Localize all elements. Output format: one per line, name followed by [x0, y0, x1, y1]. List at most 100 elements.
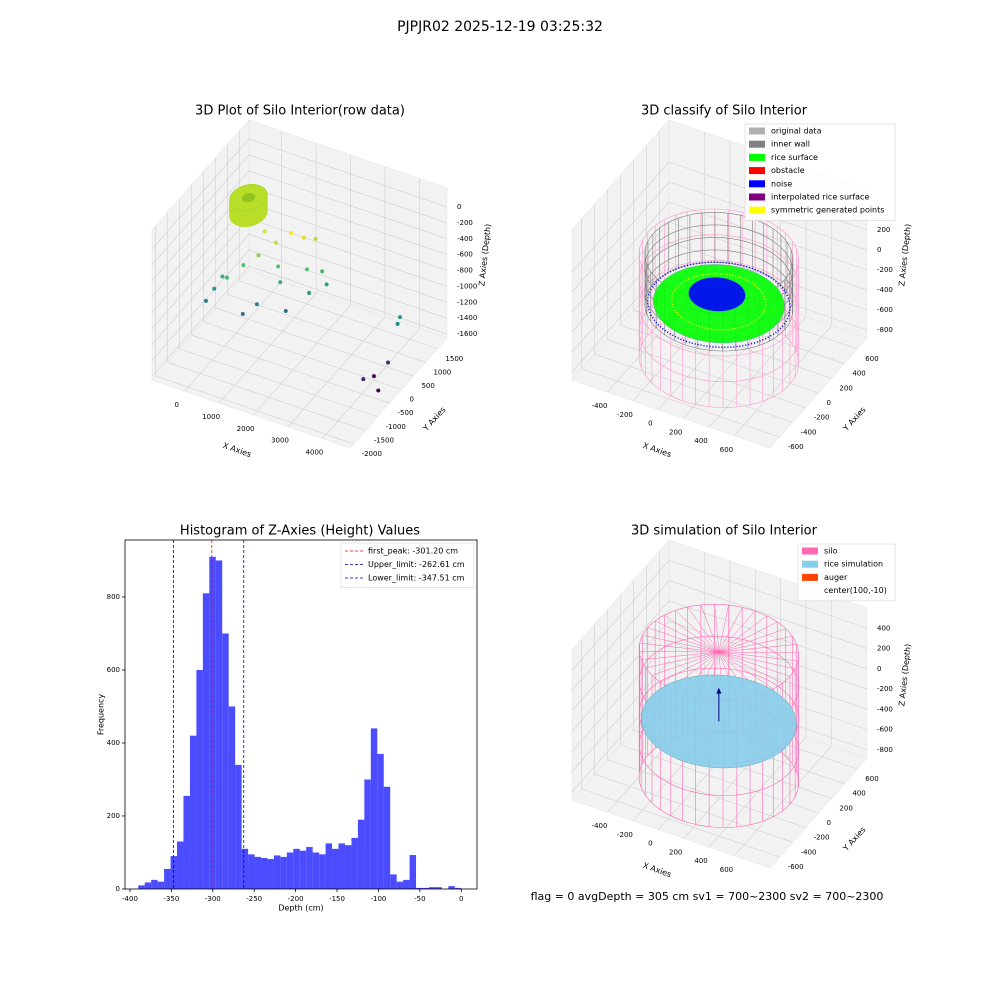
z-tick-label: 400	[877, 624, 890, 632]
grid-line	[151, 234, 250, 345]
z-tick-label: -1600	[457, 330, 477, 338]
x-tick-label: 0	[459, 895, 463, 903]
bar	[144, 882, 152, 889]
grid-line	[227, 294, 426, 363]
y-tick-label: -1500	[374, 436, 394, 444]
legend-label: center(100,-10)	[824, 586, 887, 595]
grid-line	[184, 281, 282, 392]
legend-label: inner wall	[771, 140, 810, 149]
grid-line	[571, 580, 670, 691]
grid-line	[151, 138, 250, 250]
point	[276, 264, 281, 269]
y-tick-label: 1000	[433, 368, 451, 376]
x-tick-label: 200	[669, 428, 682, 436]
point	[376, 388, 381, 393]
x-tick-label: -350	[163, 895, 179, 903]
chart-title: 3D classify of Silo Interior	[641, 104, 808, 119]
grid-line	[668, 641, 868, 710]
grid-line	[151, 249, 250, 361]
cylinder-spoke	[718, 605, 729, 653]
bar	[267, 859, 274, 889]
y-tick-label: 200	[839, 384, 852, 392]
legend-swatch	[749, 167, 765, 175]
y-tick-label: 400	[852, 790, 865, 798]
y-axis-label: Frequency	[97, 694, 106, 736]
cylinder-spoke	[642, 634, 719, 653]
y-tick-label: 400	[852, 370, 865, 378]
bar	[273, 855, 281, 889]
grid-line	[191, 334, 390, 404]
point	[301, 235, 306, 240]
bar	[157, 881, 165, 889]
cylinder-side	[235, 208, 238, 227]
bar	[332, 848, 339, 889]
cylinder-spoke	[718, 651, 791, 677]
legend-label: original data	[771, 127, 822, 136]
y-tick-label: 0	[827, 399, 831, 407]
z-tick-label: -800	[877, 746, 893, 754]
grid-line	[248, 234, 448, 303]
y-tick-label: 400	[107, 739, 120, 747]
y-tick-label: 200	[839, 804, 852, 812]
bar	[422, 887, 429, 889]
bar	[151, 879, 158, 889]
y-tick-label: -500	[398, 409, 414, 417]
x-tick-label: -300	[205, 895, 221, 903]
bar	[293, 848, 300, 889]
x-tick-label: 0	[648, 840, 652, 848]
x-tick-label: -250	[246, 895, 262, 903]
legend-label: noise	[771, 179, 792, 188]
point	[256, 253, 261, 258]
cylinder-side	[237, 209, 241, 227]
x-tick-label: -200	[617, 831, 633, 839]
cylinder-spoke	[718, 651, 783, 684]
cylinder-spoke	[664, 614, 719, 653]
cylinder-side	[251, 208, 255, 227]
bar	[248, 854, 255, 889]
bar	[241, 848, 249, 889]
cylinder-spoke	[639, 651, 719, 653]
grid-line	[607, 759, 806, 828]
legend-swatch	[802, 547, 818, 555]
cylinder-spoke	[718, 610, 756, 653]
point	[305, 267, 310, 272]
grid-line	[581, 368, 780, 438]
legend-swatch	[802, 560, 818, 568]
y-tick-label: 0	[409, 396, 413, 404]
x-tick-label: -400	[122, 895, 138, 903]
legend-label: symmetric generated points	[771, 206, 884, 215]
grid-line	[151, 265, 250, 377]
grid-line	[239, 280, 438, 350]
bar	[416, 887, 423, 889]
bar	[138, 885, 145, 889]
bar	[344, 845, 352, 889]
point	[307, 290, 312, 295]
point	[212, 286, 217, 291]
grid-line	[248, 138, 448, 208]
cylinder-side	[233, 207, 237, 226]
point	[241, 263, 246, 268]
legend-swatch	[802, 573, 818, 581]
grid-line	[571, 600, 670, 712]
bar	[338, 843, 345, 889]
bar	[396, 881, 404, 889]
z-tick-label: -200	[457, 219, 473, 227]
x-tick-label: 400	[694, 857, 707, 865]
legend-swatch	[802, 587, 818, 595]
grid-line	[571, 620, 670, 732]
grid-line	[167, 362, 366, 431]
grid-line	[151, 170, 250, 281]
cylinder-side	[262, 202, 265, 222]
legend-box	[744, 123, 896, 221]
x-tick-label: -100	[370, 895, 386, 903]
y-tick-label: -600	[788, 863, 804, 871]
y-tick-label: -200	[814, 414, 830, 422]
cylinder-spoke	[718, 651, 799, 653]
cylinder-spoke	[647, 627, 719, 653]
point	[320, 269, 325, 274]
bar	[260, 857, 268, 889]
bar	[254, 856, 261, 889]
x-tick-label: -200	[288, 895, 304, 903]
